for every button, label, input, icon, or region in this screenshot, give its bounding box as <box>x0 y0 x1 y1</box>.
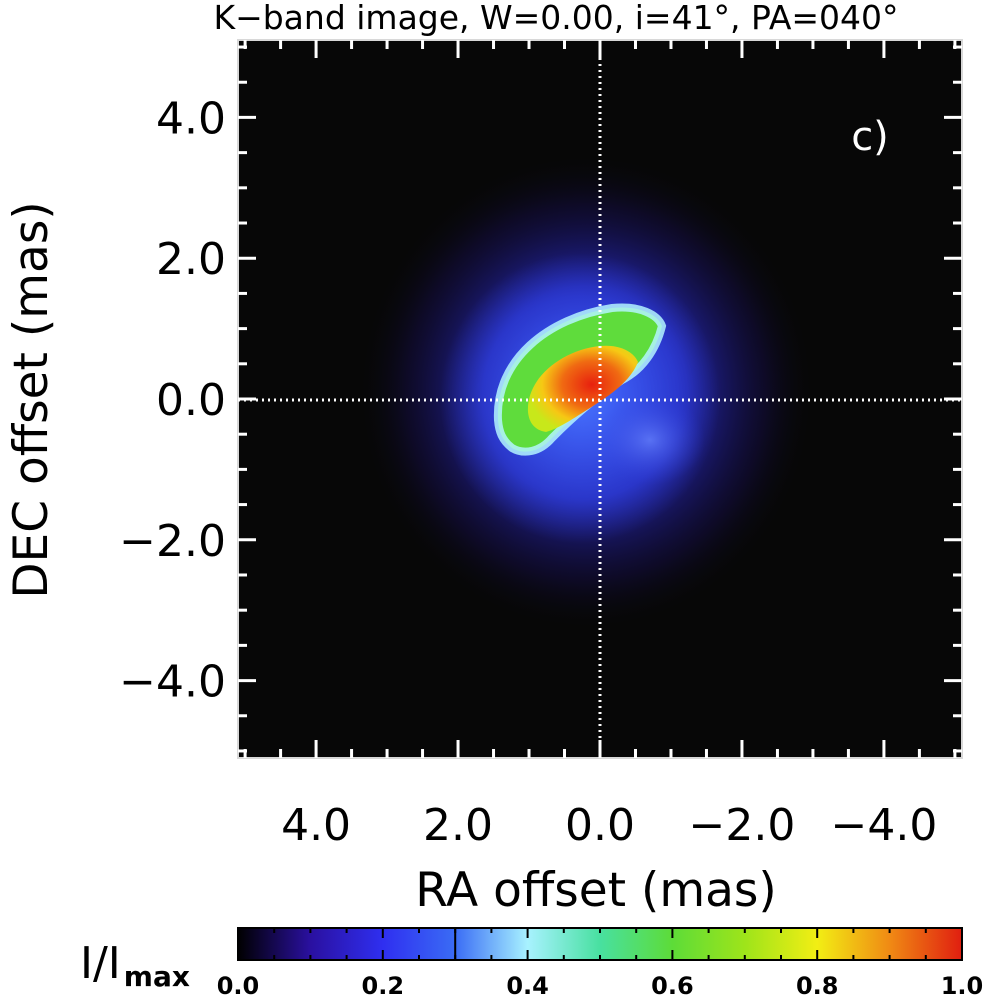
y-tick-label: −4.0 <box>119 657 226 708</box>
x-tick-label: −2.0 <box>689 800 796 851</box>
chart-title: K−band image, W=0.00, i=41°, PA=040° <box>213 0 898 37</box>
y-tick-label: −2.0 <box>119 516 226 567</box>
x-tick-label: 2.0 <box>423 800 493 851</box>
colorbar-label-main: I/I <box>80 938 121 989</box>
colorbar-tick-label: 0.4 <box>506 972 549 1000</box>
right-lobe <box>595 395 705 485</box>
cyan-rim <box>493 303 667 456</box>
colorbar-tick-label: 0.0 <box>217 972 260 1000</box>
y-tick-label: 2.0 <box>156 234 226 285</box>
x-tick-label: 0.0 <box>565 800 635 851</box>
colorbar-tick-label: 1.0 <box>941 972 984 1000</box>
colorbar-gradient <box>237 927 963 961</box>
colorbar-label-sub: max <box>124 960 190 993</box>
panel-label: c) <box>851 114 889 160</box>
colorbar-tick-label: 0.6 <box>651 972 694 1000</box>
colorbar-tick-labels: 0.0 0.2 0.4 0.6 0.8 1.0 <box>217 972 984 1000</box>
x-tick-label: −4.0 <box>830 800 937 851</box>
colorbar-tick-label: 0.2 <box>362 972 405 1000</box>
colorbar-label: I/I max <box>80 938 190 993</box>
y-tick-label: 4.0 <box>156 93 226 144</box>
frame-ticks <box>238 40 962 758</box>
y-axis-label: DEC offset (mas) <box>4 201 59 598</box>
x-tick-label: 4.0 <box>281 800 351 851</box>
y-tick-label: 0.0 <box>156 375 226 426</box>
core-region <box>527 345 638 432</box>
y-axis-tick-labels: 4.0 2.0 0.0 −2.0 −4.0 <box>119 93 226 707</box>
colorbar-tick-label: 0.8 <box>796 972 839 1000</box>
plot-area: c) <box>237 39 963 759</box>
x-axis-tick-labels: 4.0 2.0 0.0 −2.0 −4.0 <box>281 800 937 851</box>
colorbar-ticks <box>237 928 963 960</box>
intensity-image <box>361 157 811 627</box>
colorbar: I/I max 0.0 0.2 0.4 0.6 0.8 1.0 <box>80 927 984 1000</box>
x-axis-label: RA offset (mas) <box>415 863 777 918</box>
